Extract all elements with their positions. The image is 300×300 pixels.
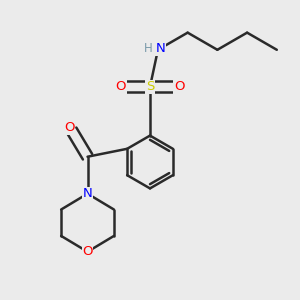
Text: N: N — [156, 42, 165, 55]
Text: N: N — [83, 187, 92, 200]
Text: S: S — [146, 80, 154, 93]
Text: O: O — [64, 121, 74, 134]
Text: H: H — [143, 42, 152, 55]
Text: O: O — [82, 245, 93, 258]
Text: O: O — [174, 80, 184, 93]
Text: O: O — [116, 80, 126, 93]
